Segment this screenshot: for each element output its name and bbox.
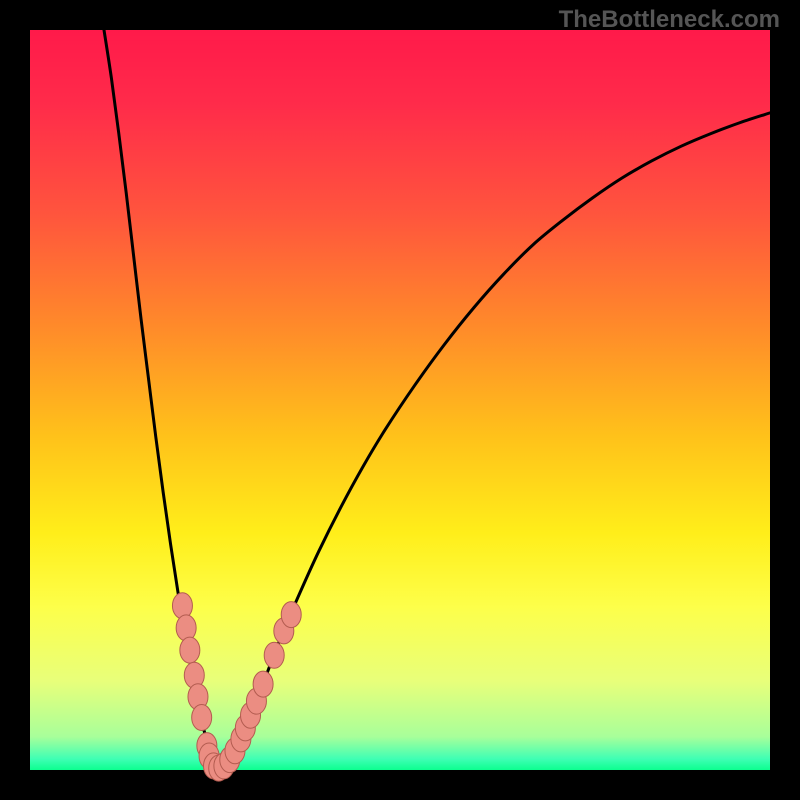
- curve-layer: [30, 30, 770, 770]
- data-point: [192, 704, 212, 730]
- data-point: [176, 615, 196, 641]
- data-point: [264, 642, 284, 668]
- data-point: [281, 602, 301, 628]
- data-point: [253, 671, 273, 697]
- chart-container: TheBottleneck.com: [0, 0, 800, 800]
- data-point: [180, 637, 200, 663]
- plot-area: [30, 30, 770, 770]
- left-curve: [104, 30, 217, 770]
- data-point: [172, 593, 192, 619]
- right-curve: [217, 113, 770, 770]
- watermark-text: TheBottleneck.com: [559, 6, 780, 34]
